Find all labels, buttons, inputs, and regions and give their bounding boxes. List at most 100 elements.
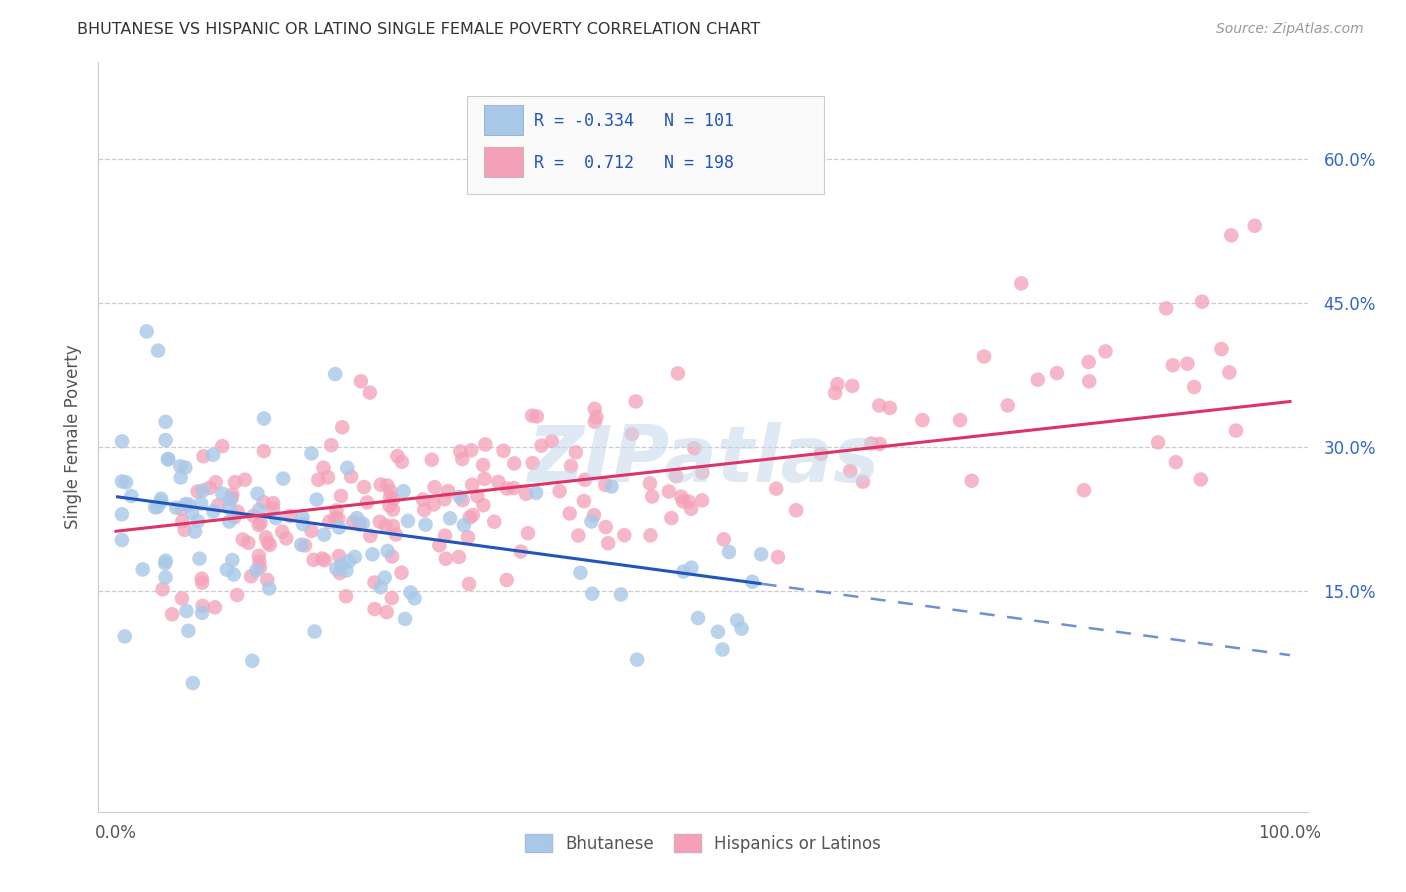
Point	[540, 434, 562, 449]
Point	[240, 654, 263, 668]
Point	[328, 511, 350, 525]
Point	[1177, 357, 1199, 371]
Point	[291, 510, 314, 524]
Point	[336, 460, 359, 475]
Point	[264, 511, 287, 525]
Point	[869, 437, 891, 451]
Point	[221, 491, 243, 506]
Point	[226, 588, 249, 602]
Point	[413, 503, 436, 517]
Point	[1218, 366, 1240, 380]
Point	[841, 379, 863, 393]
Point	[191, 483, 214, 498]
Point	[218, 515, 240, 529]
Point	[172, 514, 194, 528]
Point	[314, 527, 336, 541]
Point	[111, 508, 134, 522]
Point	[860, 436, 883, 450]
Point	[191, 575, 214, 590]
Point	[330, 558, 353, 572]
Point	[191, 572, 214, 586]
Point	[486, 475, 509, 489]
Point	[449, 490, 471, 504]
Point	[492, 443, 515, 458]
Point	[638, 476, 661, 491]
Point	[249, 560, 271, 574]
Point	[1147, 435, 1170, 450]
Point	[530, 439, 553, 453]
Point	[271, 472, 294, 486]
Text: R = -0.334   N = 101: R = -0.334 N = 101	[534, 112, 734, 130]
Y-axis label: Single Female Poverty: Single Female Poverty	[63, 345, 82, 529]
Point	[368, 515, 391, 529]
Point	[1026, 373, 1049, 387]
Point	[396, 514, 419, 528]
Point	[451, 493, 474, 508]
Point	[600, 479, 623, 493]
Point	[692, 466, 714, 480]
Point	[517, 526, 540, 541]
Point	[301, 524, 323, 538]
Point	[458, 577, 481, 591]
Point	[346, 511, 368, 525]
Point	[257, 582, 280, 596]
Point	[247, 518, 270, 533]
Point	[249, 516, 271, 530]
Point	[852, 475, 875, 489]
Point	[177, 498, 200, 512]
Bar	[484, 105, 523, 135]
Point	[973, 350, 995, 364]
Point	[565, 445, 588, 459]
Point	[150, 491, 173, 506]
Point	[143, 500, 166, 515]
Point	[363, 575, 385, 590]
Point	[391, 455, 413, 469]
Point	[503, 457, 526, 471]
Point	[683, 441, 706, 455]
Point	[375, 605, 398, 619]
Point	[170, 470, 193, 484]
Point	[378, 499, 401, 513]
Point	[412, 492, 434, 507]
Point	[359, 529, 381, 543]
Point	[765, 482, 787, 496]
Point	[1161, 358, 1184, 372]
Point	[380, 483, 402, 498]
Point	[879, 401, 901, 415]
Point	[472, 498, 495, 512]
Point	[447, 549, 470, 564]
Point	[526, 409, 548, 424]
Point	[672, 494, 695, 508]
Point	[595, 520, 617, 534]
Point	[211, 486, 233, 500]
Point	[482, 515, 505, 529]
Point	[496, 482, 519, 496]
Point	[582, 508, 605, 523]
Point	[188, 551, 211, 566]
Point	[665, 469, 688, 483]
Point	[399, 585, 422, 599]
Point	[340, 469, 363, 483]
Point	[472, 458, 495, 472]
Point	[415, 517, 437, 532]
Point	[458, 510, 481, 524]
Point	[146, 500, 169, 514]
Point	[131, 562, 153, 576]
Point	[184, 524, 207, 539]
Point	[382, 519, 405, 533]
Point	[307, 473, 329, 487]
Point	[672, 565, 695, 579]
Point	[641, 490, 664, 504]
Point	[524, 486, 547, 500]
Point	[595, 478, 617, 492]
Point	[259, 538, 281, 552]
Point	[381, 549, 404, 564]
Point	[359, 385, 381, 400]
Point	[252, 495, 274, 509]
Point	[960, 474, 983, 488]
Point	[1225, 424, 1247, 438]
Point	[439, 511, 461, 525]
Point	[394, 612, 416, 626]
Point	[257, 535, 280, 549]
Point	[1164, 455, 1187, 469]
